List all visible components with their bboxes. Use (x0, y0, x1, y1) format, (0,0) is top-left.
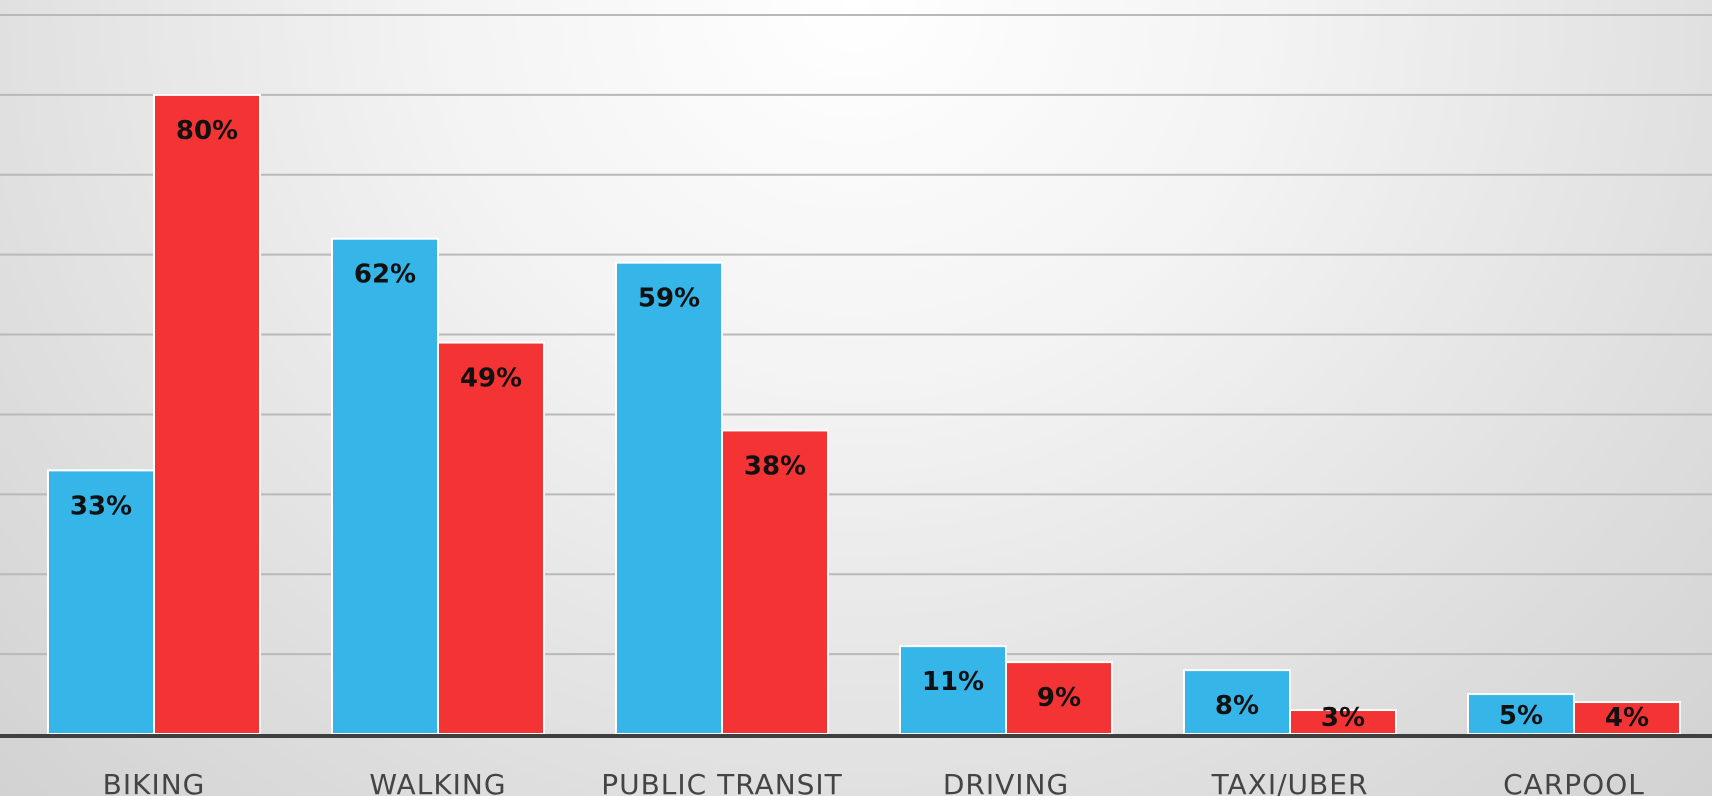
value-label-public-transit-series-2: 38% (744, 451, 806, 481)
value-label-driving-series-2: 9% (1037, 683, 1081, 713)
bar-driving-series-1 (899, 645, 1007, 735)
value-label-taxi-uber-series-1: 8% (1215, 691, 1259, 721)
bar-carpool-series-1 (1467, 693, 1575, 735)
value-label-biking-series-2: 80% (176, 116, 238, 146)
value-label-driving-series-1: 11% (922, 667, 984, 697)
value-label-taxi-uber-series-2: 3% (1321, 703, 1365, 733)
bar-public-transit-series-2 (721, 429, 829, 735)
value-label-biking-series-1: 33% (70, 491, 132, 521)
category-label-driving: DRIVING (943, 768, 1069, 796)
value-label-walking-series-1: 62% (354, 260, 416, 290)
value-label-carpool-series-1: 5% (1499, 701, 1543, 731)
value-label-carpool-series-2: 4% (1605, 703, 1649, 733)
category-label-biking: BIKING (103, 768, 206, 796)
bar-driving-series-2 (1005, 661, 1113, 735)
category-label-taxi-uber: TAXI/UBER (1211, 768, 1369, 796)
bar-walking-series-2 (437, 341, 545, 735)
category-label-carpool: CARPOOL (1503, 768, 1645, 796)
bar-biking-series-2 (153, 93, 261, 735)
bars (47, 93, 1681, 735)
value-label-public-transit-series-1: 59% (638, 284, 700, 314)
bar-taxi-uber-series-1 (1183, 669, 1291, 735)
value-label-walking-series-2: 49% (460, 364, 522, 394)
bar-public-transit-series-1 (615, 261, 723, 735)
category-label-walking: WALKING (369, 768, 506, 796)
category-labels: BIKING WALKING PUBLIC TRANSIT DRIVING TAXI/U… (103, 768, 1645, 796)
bar-walking-series-1 (331, 237, 439, 735)
category-label-public-transit: PUBLIC TRANSIT (601, 768, 843, 796)
gridlines (0, 14, 1712, 656)
value-labels: 33% 80% 62% 49% 59% 38% 11% 9% 8% 3% 5% 4% (70, 116, 1649, 733)
